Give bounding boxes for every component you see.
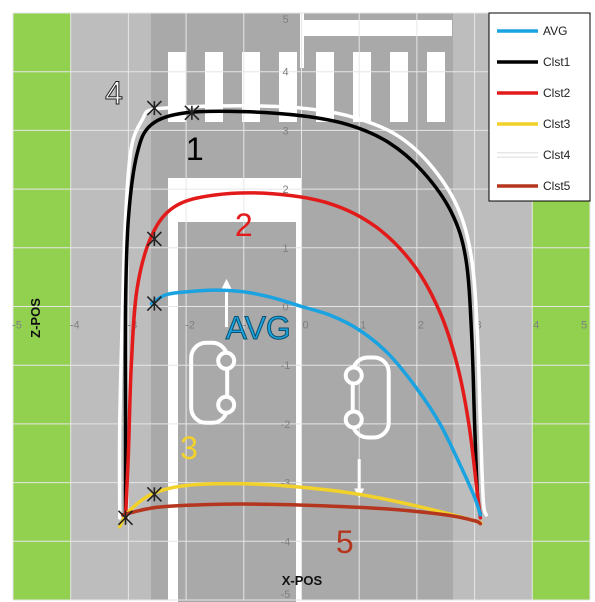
y-tick-label: -1	[281, 360, 291, 372]
crossing-band	[168, 195, 302, 213]
car-body	[189, 340, 230, 425]
y-tick-label: -5	[281, 589, 291, 601]
x-tick-label: 4	[533, 320, 539, 332]
annotation-label: 5	[336, 524, 354, 560]
y-tick-label: 2	[282, 184, 288, 196]
car-right-icon	[343, 355, 391, 440]
point-marker	[146, 486, 162, 502]
y-tick-label: 1	[282, 243, 288, 255]
series-line-clst2	[123, 191, 483, 520]
y-tick-label: 0	[282, 302, 288, 314]
y-tick-label: 3	[282, 125, 288, 137]
car-left-icon	[189, 278, 237, 425]
y-tick-label: 5	[282, 14, 288, 26]
x-tick-label: -2	[185, 320, 195, 332]
legend-item: Clst2	[497, 86, 571, 100]
car-wheel	[216, 394, 237, 415]
car-body	[350, 355, 391, 440]
legend-item: AVG	[497, 24, 567, 38]
series-line-clst4	[117, 103, 488, 520]
series-line-clst5	[120, 502, 483, 526]
car-icons	[189, 278, 391, 499]
legend-label: Clst2	[543, 86, 571, 100]
point-marker	[146, 231, 162, 247]
car-wheel	[216, 350, 237, 371]
annotation-label: 4	[105, 75, 123, 111]
legend-item: Clst5	[497, 179, 571, 193]
legend-label: Clst1	[543, 55, 571, 69]
legend-label: AVG	[543, 24, 567, 38]
point-marker	[184, 105, 200, 121]
y-tick-label: -3	[281, 478, 291, 490]
legend-box	[488, 12, 591, 202]
annotation-label: 1	[186, 131, 204, 167]
annotation-label: AVG	[226, 310, 291, 346]
legend: AVG Clst1 Clst2 Clst3 Clst4 Clst5	[488, 12, 591, 202]
point-marker	[146, 100, 162, 116]
stop-line	[300, 20, 452, 36]
car-wheel	[343, 365, 364, 386]
series-line-avg	[149, 288, 483, 517]
car-wheel	[343, 409, 364, 430]
x-tick-label: 5	[581, 320, 587, 332]
annotation-label: 2	[235, 207, 253, 243]
up-arrow-head	[221, 278, 232, 289]
y-tick-label: 4	[282, 67, 288, 79]
legend-item: Clst3	[497, 117, 571, 131]
legend-item: Clst1	[497, 55, 571, 69]
x-axis-title: X-POS	[282, 573, 323, 588]
annotation-label: 3	[180, 430, 198, 466]
series-line-clst1	[123, 109, 483, 517]
y-tick-label: -2	[281, 419, 291, 431]
y-tick-label: -4	[281, 536, 291, 548]
series-lines	[117, 103, 488, 529]
point-markers	[117, 100, 200, 526]
x-tick-label: -4	[70, 320, 80, 332]
median-inner	[178, 222, 296, 602]
point-marker	[146, 295, 162, 312]
y-axis-title: Z-POS	[28, 298, 43, 338]
point-marker	[117, 510, 134, 526]
legend-label: Clst5	[543, 179, 571, 193]
legend-label: Clst3	[543, 117, 571, 131]
x-tick-label: 2	[418, 320, 424, 332]
legend-item: Clst4	[497, 148, 571, 162]
x-tick-label: 0	[302, 320, 308, 332]
x-tick-label: -5	[12, 320, 22, 332]
annotations: 4 1 2 AVG 3 5	[105, 74, 354, 560]
x-tick-label: -1	[243, 320, 253, 332]
x-tick-label: 1	[360, 320, 366, 332]
legend-label: Clst4	[543, 148, 571, 162]
